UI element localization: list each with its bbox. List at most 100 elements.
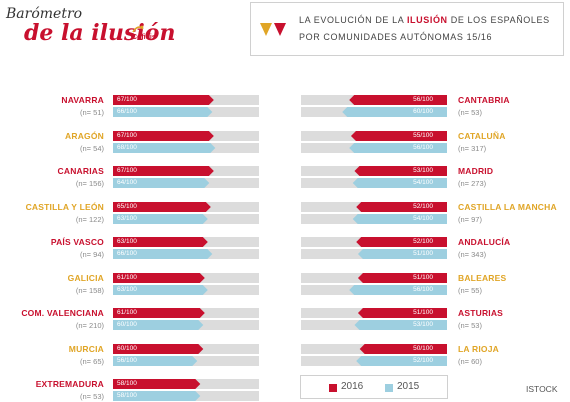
sample-size: (n= 54) [80, 143, 104, 153]
bar-2016-shape [356, 237, 447, 247]
bar-track: 67/100 [113, 95, 259, 105]
sample-size: (n= 210) [75, 321, 104, 330]
bar-2016 [113, 95, 214, 105]
bar-track: 65/100 [113, 201, 259, 212]
bar-2015-label: 54/100 [413, 179, 433, 186]
bar-track: 67/100 [113, 166, 259, 176]
bar-2016 [354, 166, 447, 176]
region-name: ANDALUCÍA [458, 237, 511, 247]
bar-2016-label: 67/100 [117, 167, 137, 174]
bar-track: 68/100 [113, 142, 259, 153]
bar-2016-shape [354, 166, 447, 176]
bar-2015-shape [113, 355, 198, 366]
bar-2016 [356, 237, 447, 247]
bar-2016-label: 61/100 [117, 273, 137, 281]
legend-swatch-2016 [329, 384, 337, 392]
bar-2016 [113, 166, 214, 176]
bar-2016-label: 50/100 [413, 344, 433, 352]
bar-track: 63/100 [113, 237, 259, 247]
bar-2015 [113, 355, 198, 366]
bar-2015-label: 60/100 [413, 108, 433, 115]
sample-size: (n= 55) [458, 285, 482, 295]
bar-2015 [349, 284, 447, 295]
bar-2015-label: 64/100 [117, 179, 137, 186]
bar-track: 56/100 [113, 355, 259, 366]
bar-2016-label: 51/100 [413, 273, 433, 281]
bar-2016 [113, 272, 205, 283]
region-name: MURCIA [68, 343, 104, 354]
bar-2016-label: 56/100 [413, 96, 433, 103]
bar-track: 56/100 [301, 142, 447, 153]
sample-size: (n= 51) [80, 108, 104, 117]
bar-2015-label: 60/100 [117, 321, 137, 328]
region-name: CANARIAS [57, 166, 104, 176]
bar-2016-label: 67/100 [117, 131, 137, 139]
region-name: COM. VALENCIANA [21, 308, 104, 318]
region-name: CANTABRIA [458, 95, 510, 105]
bar-2015 [113, 107, 213, 117]
region-name: PAÍS VASCO [50, 237, 104, 247]
bar-2015-label: 53/100 [413, 321, 433, 328]
bar-2015-shape [113, 142, 216, 153]
bar-2016-label: 55/100 [413, 131, 433, 139]
bar-2016-shape [349, 95, 447, 105]
bar-2015-label: 56/100 [413, 285, 433, 293]
legend-label-2015: 2015 [397, 381, 420, 392]
bar-track: 60/100 [113, 343, 259, 354]
bar-2016 [357, 308, 447, 318]
bar-2015-shape [352, 213, 447, 224]
sample-size: (n= 156) [75, 179, 104, 188]
bar-2015 [354, 320, 447, 330]
bar-2016-label: 60/100 [117, 344, 137, 352]
bar-2015 [342, 107, 447, 117]
bar-2016 [113, 237, 208, 247]
bar-2015-shape [113, 107, 213, 117]
bar-2016-shape [113, 308, 205, 318]
bar-2016 [113, 130, 214, 141]
sponsor-logo: Cofidis [132, 34, 156, 41]
bar-2016-label: 67/100 [117, 96, 137, 103]
bar-2016-label: 65/100 [117, 202, 137, 210]
bar-track: 54/100 [301, 213, 447, 224]
bar-2016 [350, 130, 447, 141]
bar-2015-shape [113, 213, 208, 224]
bar-2015-shape [113, 391, 201, 401]
bar-2015-shape [349, 284, 447, 295]
bar-track: 52/100 [301, 355, 447, 366]
bar-track: 66/100 [113, 249, 259, 259]
bar-2016-shape [113, 95, 214, 105]
bar-2015 [113, 213, 208, 224]
triangles-icon [260, 23, 286, 36]
sample-size: (n= 60) [458, 356, 482, 366]
sample-size: (n= 273) [458, 179, 487, 188]
region-name: LA RIOJA [458, 343, 499, 354]
bar-2016-shape [113, 130, 214, 141]
bar-2016-shape [113, 379, 201, 389]
bar-2015-shape [113, 284, 208, 295]
bar-track: 63/100 [113, 213, 259, 224]
bar-2016-shape [350, 130, 447, 141]
chart-title: LA EVOLUCIÓN DE LA ILUSIÓN DE LOS ESPAÑO… [299, 15, 550, 42]
bar-2016-shape [113, 237, 208, 247]
bar-2015-shape [349, 142, 447, 153]
bar-2015-shape [356, 355, 447, 366]
bar-2015 [113, 249, 213, 259]
bar-2015-label: 68/100 [117, 143, 137, 151]
bar-track: 58/100 [113, 391, 259, 401]
bar-2015-label: 56/100 [413, 143, 433, 151]
region-name: NAVARRA [61, 95, 104, 105]
bar-2016 [113, 343, 204, 354]
bar-2016 [356, 201, 447, 212]
bar-2015 [113, 178, 210, 188]
sample-size: (n= 53) [458, 108, 482, 117]
bar-track: 60/100 [113, 320, 259, 330]
bar-2016 [113, 201, 211, 212]
bar-track: 51/100 [301, 249, 447, 259]
region-name: GALICIA [67, 272, 104, 283]
bar-track: 51/100 [301, 308, 447, 318]
region-name: CASTILLA LA MANCHA [458, 201, 557, 212]
sample-size: (n= 53) [80, 392, 104, 401]
legend-label-2016: 2016 [341, 381, 364, 392]
photo-credit: ISTOCK [526, 384, 558, 394]
region-name: BALEARES [458, 272, 507, 283]
